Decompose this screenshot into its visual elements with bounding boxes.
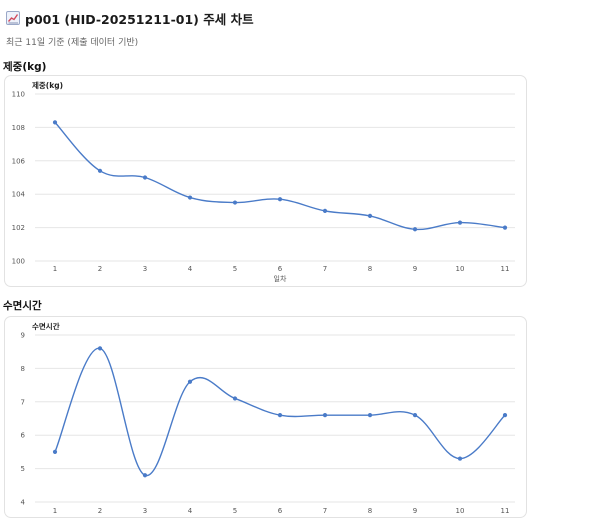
y-tick-label: 7	[21, 398, 25, 406]
x-tick-label: 10	[456, 265, 465, 273]
x-tick-label: 9	[413, 507, 417, 515]
y-tick-label: 102	[12, 224, 25, 232]
x-tick-label: 9	[413, 265, 417, 273]
x-tick-label: 8	[368, 265, 372, 273]
x-tick-label: 8	[368, 507, 372, 515]
data-point	[367, 213, 373, 219]
data-point	[52, 449, 58, 454]
page-title: p001 (HID-20251211-01) 주세 차트	[25, 11, 254, 27]
y-tick-label: 9	[21, 332, 25, 340]
x-tick-label: 1	[53, 507, 57, 515]
x-tick-label: 1	[53, 265, 57, 273]
data-point	[232, 200, 238, 205]
x-tick-label: 3	[143, 265, 147, 273]
y-tick-label: 100	[12, 258, 25, 266]
data-point	[142, 175, 148, 180]
data-point	[97, 168, 103, 173]
data-point	[142, 473, 148, 478]
y-tick-label: 104	[12, 191, 26, 199]
data-point	[187, 195, 193, 200]
data-point	[277, 197, 283, 202]
data-point	[232, 396, 238, 401]
series-line	[54, 347, 506, 476]
x-tick-label: 3	[143, 507, 147, 515]
section-title-weight: 제중(kg)	[3, 61, 47, 73]
data-point	[52, 120, 58, 125]
x-tick-label: 7	[323, 507, 327, 515]
x-tick-label: 6	[278, 265, 283, 273]
y-tick-label: 108	[12, 124, 25, 132]
line-chart-icon	[6, 11, 20, 25]
chart-title: 수면시간	[32, 321, 60, 331]
y-tick-label: 4	[21, 499, 26, 507]
x-tick-label: 11	[501, 265, 510, 273]
x-tick-label: 5	[233, 265, 237, 273]
y-tick-label: 8	[21, 365, 25, 373]
x-tick-label: 4	[188, 265, 193, 273]
data-point	[367, 413, 373, 418]
series-line	[54, 121, 506, 231]
x-axis-label: 일차	[274, 274, 287, 283]
x-tick-label: 5	[233, 507, 237, 515]
data-point	[412, 413, 418, 418]
x-tick-label: 2	[98, 507, 102, 515]
sleep-chart-card: 수면시간 4 5 6 7 8 9 1 2 3 4 5 6 7 8 9 10 11	[4, 316, 527, 518]
x-tick-label: 10	[456, 507, 465, 515]
y-tick-label: 5	[21, 465, 25, 473]
y-tick-label: 106	[12, 157, 26, 165]
data-point	[97, 346, 103, 351]
y-tick-label: 110	[12, 91, 25, 99]
data-point	[322, 208, 328, 213]
x-tick-label: 7	[323, 265, 327, 273]
y-tick-label: 6	[21, 432, 26, 440]
chart-title: 제중(kg)	[32, 80, 63, 90]
weight-chart-card: 제중(kg) 100 102 104 106 108 110 1 2 3 4 5 6 7 8 9 10 11 일차	[4, 75, 527, 287]
page-header: p001 (HID-20251211-01) 주세 차트	[6, 8, 254, 28]
x-tick-label: 4	[188, 507, 193, 515]
data-point	[322, 413, 328, 418]
x-tick-label: 2	[98, 265, 102, 273]
data-point	[457, 220, 463, 225]
sleep-chart: 수면시간 4 5 6 7 8 9 1 2 3 4 5 6 7 8 9 10 11	[21, 321, 515, 515]
weight-chart: 제중(kg) 100 102 104 106 108 110 1 2 3 4 5 6 7 8 9 10 11 일차	[12, 80, 515, 283]
section-title-sleep: 수면시간	[3, 300, 42, 312]
data-point	[277, 413, 283, 418]
page-subtitle: 최근 11일 기준 (제출 데이터 기반)	[6, 38, 139, 48]
x-tick-label: 11	[501, 507, 510, 515]
data-point	[502, 413, 508, 418]
data-point	[502, 225, 508, 230]
data-point	[412, 227, 418, 232]
x-tick-label: 6	[278, 507, 283, 515]
data-point	[457, 456, 463, 461]
data-point	[187, 379, 193, 384]
